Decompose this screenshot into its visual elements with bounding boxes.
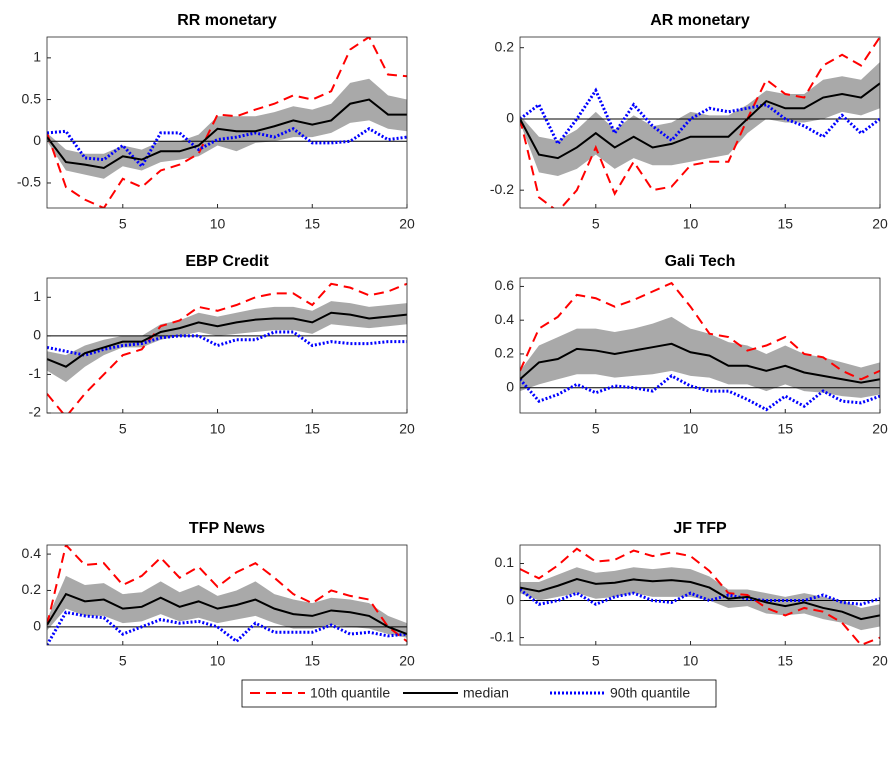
- x-tick-label: 20: [872, 653, 888, 669]
- x-tick-label: 10: [683, 216, 699, 232]
- plot-area: [520, 281, 880, 412]
- series-line: [520, 374, 880, 412]
- y-tick-label: 0.4: [22, 545, 42, 561]
- x-tick-label: 5: [119, 653, 127, 669]
- plot-area: [47, 37, 407, 208]
- x-tick-label: 15: [304, 421, 320, 437]
- y-tick-label: 0: [506, 591, 514, 607]
- y-tick-label: 0: [506, 378, 514, 394]
- y-tick-label: 0.2: [22, 581, 42, 597]
- x-tick-label: 5: [119, 421, 127, 437]
- y-tick-label: 1: [33, 49, 41, 65]
- series-line: [520, 37, 880, 208]
- y-tick-label: 0.2: [495, 38, 515, 54]
- series-line: [47, 311, 407, 368]
- y-tick-label: 0: [33, 618, 41, 634]
- confidence-band: [47, 301, 407, 383]
- x-tick-label: 15: [304, 653, 320, 669]
- x-tick-label: 10: [210, 653, 226, 669]
- confidence-band: [520, 567, 880, 631]
- y-tick-label: 1: [33, 288, 41, 304]
- y-tick-label: 0.4: [495, 311, 515, 327]
- x-tick-label: 20: [399, 216, 415, 232]
- series-line: [47, 545, 407, 643]
- confidence-band: [520, 316, 880, 398]
- y-tick-label: 0: [33, 327, 41, 343]
- y-tick-label: 0.5: [22, 90, 42, 106]
- plot-area: [47, 282, 407, 413]
- y-tick-label: 0: [33, 132, 41, 148]
- axes-box: [46, 544, 408, 646]
- subplot-title: AR monetary: [650, 12, 750, 29]
- x-tick-label: 5: [119, 216, 127, 232]
- x-tick-label: 15: [304, 216, 320, 232]
- y-tick-label: 0.6: [495, 277, 515, 293]
- series-line: [47, 592, 407, 636]
- legend-label: 90th quantile: [610, 685, 690, 701]
- legend-label: median: [463, 685, 509, 701]
- legend-box: [241, 679, 717, 708]
- series-line: [47, 37, 407, 208]
- y-tick-label: -1: [29, 365, 42, 381]
- y-tick-label: -0.1: [490, 628, 514, 644]
- series-line: [520, 342, 880, 384]
- series-line: [520, 578, 880, 621]
- axes-box: [46, 277, 408, 414]
- x-tick-label: 20: [399, 653, 415, 669]
- x-tick-label: 15: [777, 216, 793, 232]
- y-tick-label: 0.1: [495, 554, 515, 570]
- series-line: [520, 82, 880, 160]
- series-line: [520, 281, 880, 381]
- x-tick-label: 10: [210, 216, 226, 232]
- axes-box: [519, 544, 881, 646]
- plot-area: [520, 547, 880, 645]
- x-tick-label: 10: [683, 421, 699, 437]
- axes-box: [519, 36, 881, 209]
- series-line: [520, 87, 880, 147]
- plot-area: [520, 37, 880, 208]
- x-tick-label: 20: [399, 421, 415, 437]
- axes-box: [46, 36, 408, 209]
- plot-area: [47, 545, 407, 645]
- x-tick-label: 10: [210, 421, 226, 437]
- series-line: [47, 126, 407, 169]
- x-tick-label: 10: [683, 653, 699, 669]
- x-tick-label: 20: [872, 421, 888, 437]
- y-tick-label: -0.5: [17, 174, 41, 190]
- subplot-title: EBP Credit: [185, 253, 269, 270]
- confidence-band: [47, 78, 407, 179]
- x-tick-label: 5: [592, 421, 600, 437]
- series-line: [47, 330, 407, 357]
- series-line: [47, 282, 407, 413]
- x-tick-label: 15: [777, 653, 793, 669]
- legend-label: 10th quantile: [310, 685, 390, 701]
- x-tick-label: 5: [592, 653, 600, 669]
- subplot-title: JF TFP: [673, 520, 727, 537]
- y-tick-label: -2: [29, 404, 42, 420]
- axes-box: [519, 277, 881, 414]
- x-tick-label: 15: [777, 421, 793, 437]
- series-line: [47, 98, 407, 170]
- subplot-title: RR monetary: [177, 12, 277, 29]
- y-tick-label: 0: [506, 110, 514, 126]
- subplot-title: Gali Tech: [665, 253, 736, 270]
- subplot-title: TFP News: [189, 520, 265, 537]
- y-tick-label: 0.2: [495, 345, 515, 361]
- y-tick-label: -0.2: [490, 181, 514, 197]
- series-line: [47, 610, 407, 645]
- x-tick-label: 5: [592, 216, 600, 232]
- x-tick-label: 20: [872, 216, 888, 232]
- series-line: [520, 547, 880, 645]
